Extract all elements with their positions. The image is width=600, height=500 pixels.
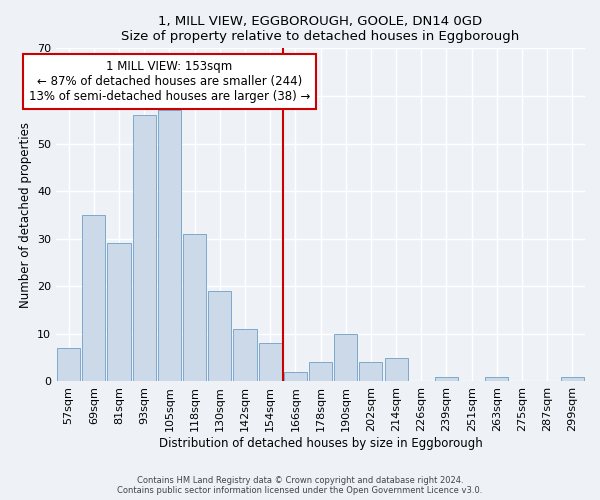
Bar [158,110,181,382]
Y-axis label: Number of detached properties: Number of detached properties [19,122,32,308]
Bar [259,344,282,382]
Title: 1, MILL VIEW, EGGBOROUGH, GOOLE, DN14 0GD
Size of property relative to detached : 1, MILL VIEW, EGGBOROUGH, GOOLE, DN14 0G… [121,15,520,43]
Text: 1 MILL VIEW: 153sqm
← 87% of detached houses are smaller (244)
13% of semi-detac: 1 MILL VIEW: 153sqm ← 87% of detached ho… [29,60,310,103]
Bar [359,362,382,382]
Text: Contains HM Land Registry data © Crown copyright and database right 2024.
Contai: Contains HM Land Registry data © Crown c… [118,476,482,495]
Bar [57,348,80,382]
Bar [284,372,307,382]
Bar [435,376,458,382]
Bar [183,234,206,382]
Bar [107,244,131,382]
X-axis label: Distribution of detached houses by size in Eggborough: Distribution of detached houses by size … [158,437,482,450]
Bar [82,215,106,382]
Bar [208,291,232,382]
Bar [133,115,156,382]
Bar [309,362,332,382]
Bar [385,358,407,382]
Bar [334,334,357,382]
Bar [561,376,584,382]
Bar [485,376,508,382]
Bar [233,329,257,382]
